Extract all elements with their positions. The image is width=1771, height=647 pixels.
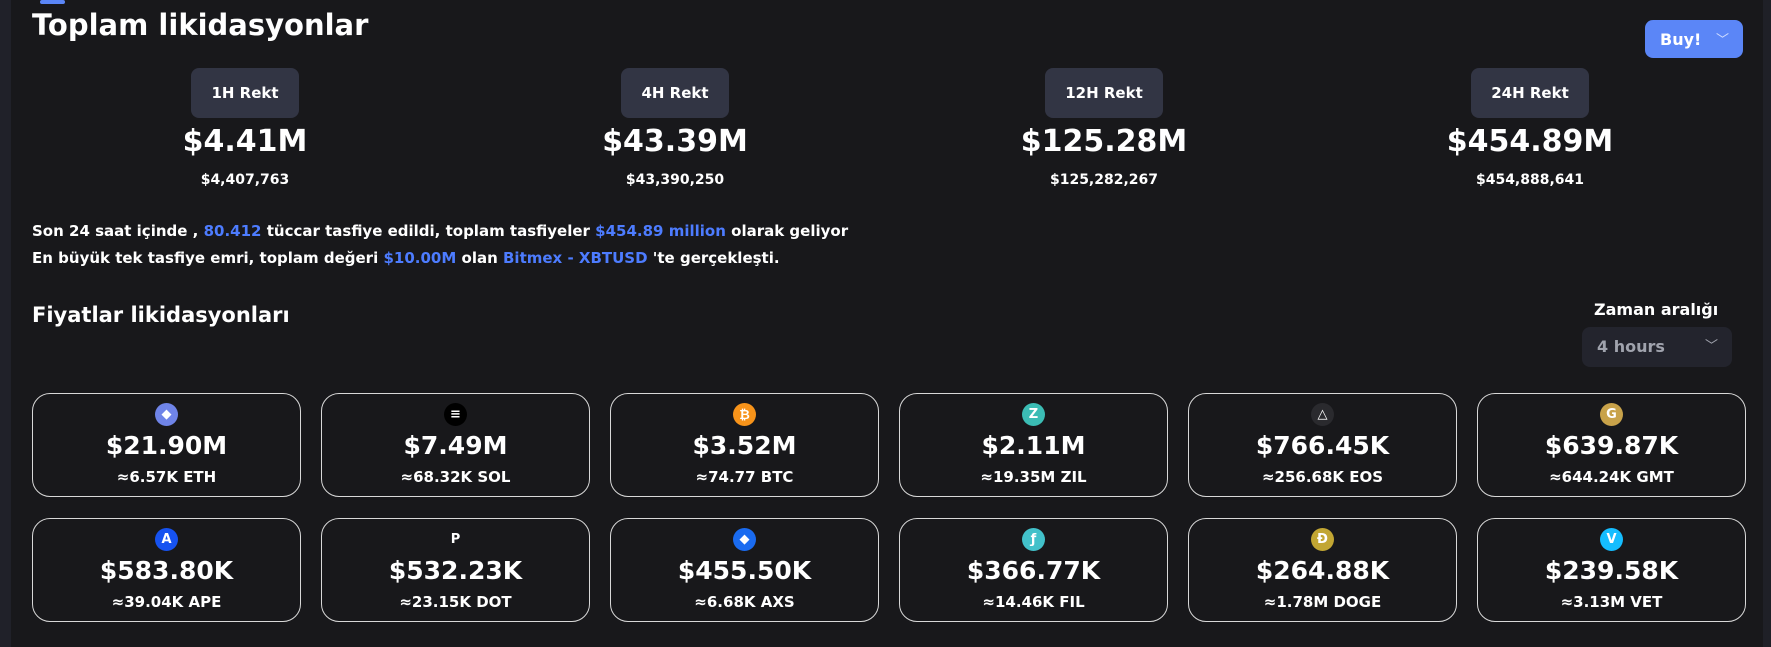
solana-icon: ≡ [444, 403, 467, 426]
rekt-full-value: $43,390,250 [625, 172, 725, 188]
chevron-down-icon: ﹀ [1704, 339, 1718, 354]
coin-value: $7.49M [403, 431, 508, 460]
coin-amount: ≈256.68K EOS [1261, 468, 1384, 486]
coin-card[interactable]: Ð $264.88K ≈1.78M DOGE [1188, 518, 1457, 622]
coin-value: $21.90M [105, 431, 228, 460]
buy-label: Buy! [1660, 29, 1702, 49]
section-title: Fiyatlar likidasyonları [32, 303, 290, 327]
coin-card[interactable]: ≡ $7.49M ≈68.32K SOL [321, 393, 590, 497]
summary-text: tüccar tasfiye edildi, toplam tasfiyeler [266, 222, 590, 240]
rekt-short-value: $4.41M [182, 124, 308, 159]
coin-amount: ≈39.04K APE [111, 593, 222, 611]
rekt-label: 1H Rekt [191, 68, 299, 118]
time-range-value: 4 hours [1597, 337, 1665, 356]
coin-card[interactable]: Z $2.11M ≈19.35M ZIL [899, 393, 1168, 497]
rekt-full-value: $454,888,641 [1475, 172, 1585, 188]
coin-amount: ≈3.13M VET [1560, 593, 1663, 611]
summary-text: Son 24 saat içinde , [32, 222, 199, 240]
time-range-label: Zaman aralığı [1594, 300, 1719, 319]
summary-line-2: En büyük tek tasfiye emri, toplam değeri… [32, 249, 780, 267]
coin-amount: ≈1.78M DOGE [1263, 593, 1382, 611]
coin-value: $766.45K [1255, 431, 1390, 460]
coin-card[interactable]: A $583.80K ≈39.04K APE [32, 518, 301, 622]
coin-amount: ≈644.24K GMT [1549, 468, 1674, 486]
rekt-short-value: $43.39M [602, 124, 748, 159]
coin-card[interactable]: ƒ $366.77K ≈14.46K FIL [899, 518, 1168, 622]
summary-line-1: Son 24 saat içinde , 80.412 tüccar tasfi… [32, 222, 848, 240]
rekt-label: 4H Rekt [621, 68, 729, 118]
coin-amount: ≈74.77 BTC [695, 468, 794, 486]
gmt-icon: G [1600, 403, 1623, 426]
rekt-4h: 4H Rekt $43.39M $43,390,250 [525, 68, 825, 188]
summary-text: olarak geliyor [731, 222, 849, 240]
coin-card[interactable]: P $532.23K ≈23.15K DOT [321, 518, 590, 622]
rekt-label: 12H Rekt [1045, 68, 1163, 118]
apecoin-icon: A [155, 528, 178, 551]
coin-value: $455.50K [677, 556, 812, 585]
sidebar-edge [0, 0, 11, 647]
coin-grid: ◆ $21.90M ≈6.57K ETH ≡ $7.49M ≈68.32K SOL… [32, 393, 1746, 622]
trader-count: 80.412 [203, 222, 262, 240]
filecoin-icon: ƒ [1022, 528, 1045, 551]
coin-amount: ≈19.35M ZIL [980, 468, 1087, 486]
coin-card[interactable]: V $239.58K ≈3.13M VET [1477, 518, 1746, 622]
coin-amount: ≈14.46K FIL [982, 593, 1085, 611]
coin-card[interactable]: G $639.87K ≈644.24K GMT [1477, 393, 1746, 497]
coin-value: $583.80K [99, 556, 234, 585]
vechain-icon: V [1600, 528, 1623, 551]
coin-card[interactable]: ₿ $3.52M ≈74.77 BTC [610, 393, 879, 497]
coin-value: $639.87K [1544, 431, 1679, 460]
coin-value: $2.11M [981, 431, 1086, 460]
coin-card[interactable]: △ $766.45K ≈256.68K EOS [1188, 393, 1457, 497]
coin-amount: ≈23.15K DOT [399, 593, 512, 611]
ethereum-icon: ◆ [155, 403, 178, 426]
coin-card[interactable]: ◆ $455.50K ≈6.68K AXS [610, 518, 879, 622]
rekt-12h: 12H Rekt $125.28M $125,282,267 [954, 68, 1254, 188]
bitcoin-icon: ₿ [733, 403, 756, 426]
rekt-short-value: $125.28M [1020, 124, 1188, 159]
coin-amount: ≈6.68K AXS [694, 593, 795, 611]
largest-order-market-link[interactable]: Bitmex - XBTUSD [503, 249, 648, 267]
axie-icon: ◆ [733, 528, 756, 551]
largest-order-value: $10.00M [383, 249, 457, 267]
coin-value: $264.88K [1255, 556, 1390, 585]
coin-amount: ≈6.57K ETH [116, 468, 217, 486]
coin-card[interactable]: ◆ $21.90M ≈6.57K ETH [32, 393, 301, 497]
summary-text: olan [461, 249, 498, 267]
rekt-full-value: $125,282,267 [1049, 172, 1159, 188]
page-title: Toplam likidasyonlar [32, 8, 369, 42]
zilliqa-icon: Z [1022, 403, 1045, 426]
coin-value: $239.58K [1544, 556, 1679, 585]
scrollbar-track[interactable] [1763, 0, 1771, 647]
coin-value: $366.77K [966, 556, 1101, 585]
rekt-1h: 1H Rekt $4.41M $4,407,763 [95, 68, 395, 188]
buy-dropdown-button[interactable]: Buy! ﹀ [1645, 20, 1743, 58]
coin-value: $532.23K [388, 556, 523, 585]
eos-icon: △ [1311, 403, 1334, 426]
chevron-down-icon: ﹀ [1715, 33, 1729, 48]
total-liquidations: $454.89 million [595, 222, 726, 240]
active-tab-indicator [40, 0, 65, 4]
dogecoin-icon: Ð [1311, 528, 1334, 551]
summary-text: En büyük tek tasfiye emri, toplam değeri [32, 249, 379, 267]
rekt-24h: 24H Rekt $454.89M $454,888,641 [1380, 68, 1680, 188]
coin-value: $3.52M [692, 431, 797, 460]
polkadot-icon: P [444, 528, 467, 551]
rekt-label: 24H Rekt [1471, 68, 1589, 118]
summary-text: 'te gerçekleşti. [652, 249, 780, 267]
coin-amount: ≈68.32K SOL [400, 468, 511, 486]
rekt-full-value: $4,407,763 [200, 172, 290, 188]
time-range-select[interactable]: 4 hours ﹀ [1582, 327, 1732, 367]
rekt-short-value: $454.89M [1446, 124, 1614, 159]
